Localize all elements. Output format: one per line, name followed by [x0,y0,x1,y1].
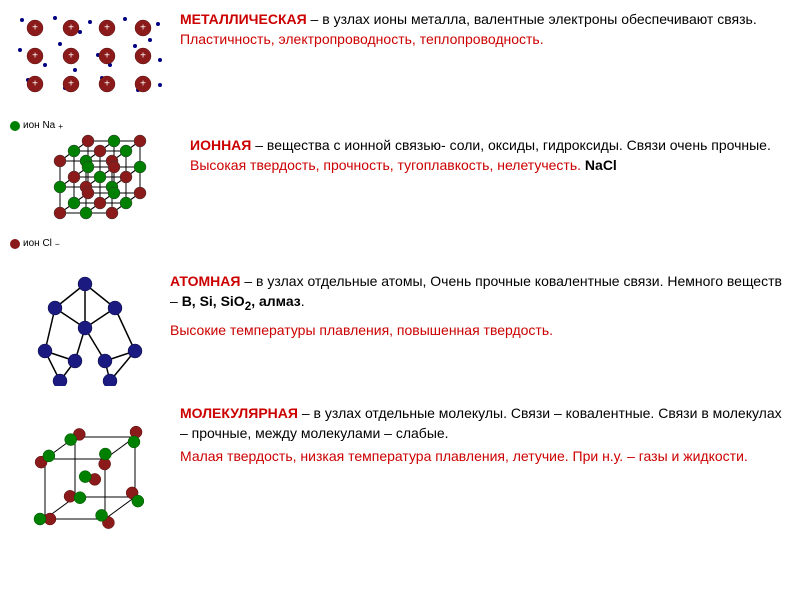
svg-text:+: + [68,51,74,62]
metallic-desc: – в узлах ионы металла, валентные электр… [307,11,757,27]
ionic-example: NaCl [585,157,617,173]
atomic-examples-tail: , алмаз [251,293,301,309]
ionic-desc: – вещества с ионной связью- соли, оксиды… [251,137,771,153]
metallic-text: МЕТАЛЛИЧЕСКАЯ – в узлах ионы металла, ва… [180,10,790,49]
svg-text:+: + [140,79,146,90]
svg-text:+: + [32,79,38,90]
metallic-props: Пластичность, электропроводность, теплоп… [180,30,790,50]
metallic-title: МЕТАЛЛИЧЕСКАЯ [180,11,307,27]
legend-cl-dot [10,239,20,249]
ionic-title: ИОННАЯ [190,137,251,153]
molecular-props: Малая твердость, низкая температура плав… [180,447,790,467]
svg-text:+: + [32,23,38,34]
legend-cl-text: ион Cl [23,238,52,249]
ionic-diagram-wrap: ион Na+ ион Cl− [10,118,180,251]
svg-text:+: + [68,23,74,34]
legend-na-dot [10,121,20,131]
legend-na-sup: + [58,121,63,131]
svg-text:+: + [104,23,110,34]
molecular-section: МОЛЕКУЛЯРНАЯ – в узлах отдельные молекул… [10,404,790,547]
ionic-section: ион Na+ ион Cl− ИОННАЯ – вещества с ионн… [10,118,790,251]
metallic-section: + + + + + + + + + + + + МЕТАЛЛИЧЕСКАЯ – в узлах ион… [10,10,790,103]
atomic-diagram [10,266,160,389]
ionic-props: Высокая твердость, прочность, тугоплавко… [190,157,585,173]
atomic-title: АТОМНАЯ [170,273,240,289]
svg-text:+: + [140,23,146,34]
molecular-diagram [10,404,170,547]
atomic-props: Высокие температуры плавления, повышенна… [170,321,790,341]
svg-text:+: + [140,51,146,62]
legend-cl: ион Cl− [10,238,180,249]
atomic-section: АТОМНАЯ – в узлах отдельные атомы, Очень… [10,266,790,389]
molecular-title: МОЛЕКУЛЯРНАЯ [180,405,298,421]
svg-text:+: + [104,51,110,62]
metallic-diagram: + + + + + + + + + + + + [10,10,170,103]
legend-na: ион Na+ [10,120,180,131]
atomic-examples: B, Si, SiO [182,293,245,309]
legend-cl-sup: − [55,239,60,249]
svg-text:+: + [68,79,74,90]
legend-na-text: ион Na [23,120,55,131]
atomic-text: АТОМНАЯ – в узлах отдельные атомы, Очень… [170,266,790,340]
molecular-text: МОЛЕКУЛЯРНАЯ – в узлах отдельные молекул… [180,404,790,467]
ionic-text: ИОННАЯ – вещества с ионной связью- соли,… [190,118,790,175]
svg-text:+: + [104,79,110,90]
svg-text:+: + [32,51,38,62]
